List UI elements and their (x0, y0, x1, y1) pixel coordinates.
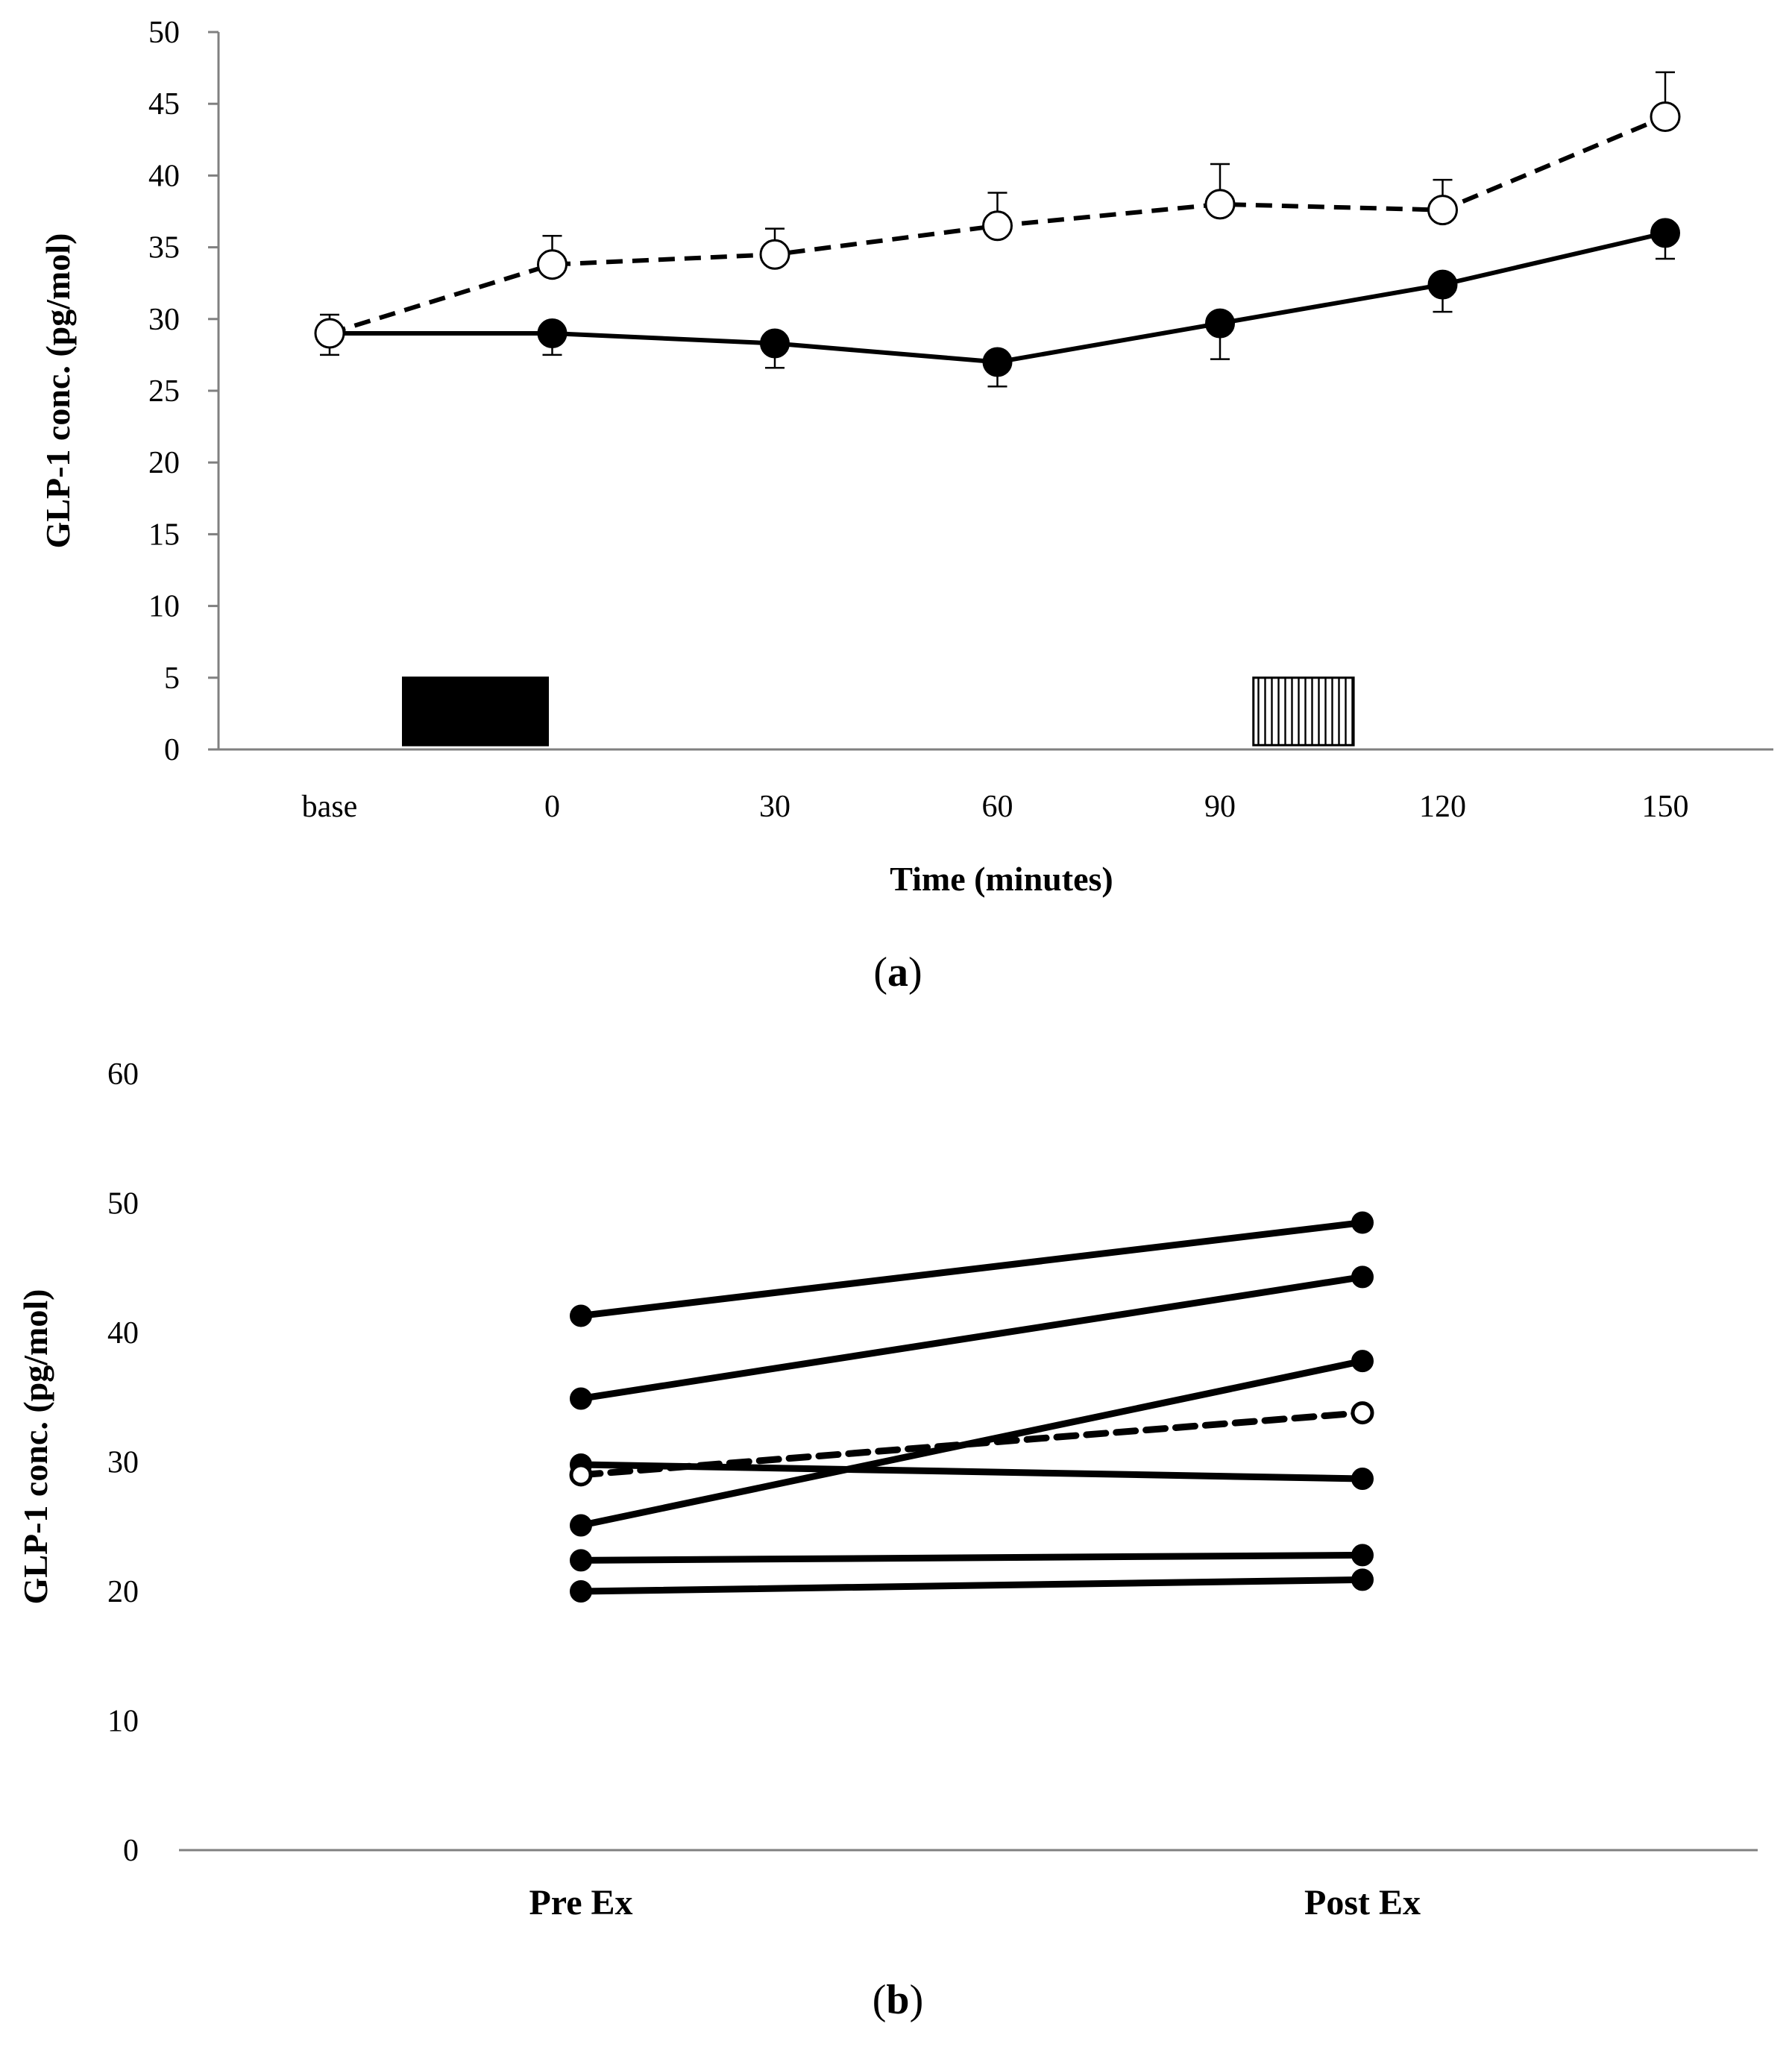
chart-b-point-filled (1351, 1568, 1374, 1591)
chart-a-point-open (982, 210, 1013, 242)
chart-a-y-axis: 0 5 10 15 20 25 30 35 40 45 50 (148, 16, 219, 767)
chart-b-y-tick-label: 40 (107, 1316, 139, 1350)
chart-a-point-filled (1650, 218, 1680, 248)
chart-b-point-open (569, 1463, 593, 1487)
chart-a-y-tick-label: 15 (148, 518, 180, 552)
chart-b-participant-line (577, 1551, 1366, 1564)
chart-b-y-tick-label: 60 (107, 1057, 139, 1092)
chart-a-hatched-bar (1252, 676, 1355, 746)
chart-a-y-axis-title: GLP-1 conc. (pg/mol) (39, 233, 77, 549)
chart-a-point-open (1427, 195, 1458, 226)
chart-a-y-tick-label: 5 (164, 661, 180, 696)
chart-b-x-tick-label: Post Ex (1304, 1883, 1421, 1922)
chart-b-panel-label: (b) (873, 1977, 923, 2023)
chart-b-y-tick-label: 30 (107, 1446, 139, 1480)
chart-a-series-line-solid (330, 230, 1666, 365)
chart-b-point-filled (570, 1304, 592, 1327)
chart-b-point-filled (570, 1549, 592, 1572)
chart-a-point-open (1204, 189, 1236, 220)
chart-a-x-tick-label: 150 (1642, 790, 1689, 824)
chart-a-x-axis: base 0 30 60 90 120 150 (302, 790, 1689, 824)
chart-b-participant-line (577, 1273, 1366, 1402)
chart-b-point-filled (570, 1387, 592, 1410)
chart-b-x-axis: Pre Ex Post Ex (529, 1883, 1421, 1922)
chart-b-y-axis: 0 10 20 30 40 50 60 (107, 1057, 139, 1868)
chart-b-point-filled (1351, 1211, 1374, 1234)
chart-a-point-open (759, 239, 790, 270)
chart-a-point-filled (1427, 269, 1458, 300)
chart-b-participant-line (577, 1576, 1366, 1595)
chart-a-y-tick-label: 25 (148, 374, 180, 409)
chart-a-point-filled (760, 328, 790, 359)
chart-a-x-tick-label: base (302, 790, 358, 824)
chart-a-y-tick-label: 35 (148, 231, 180, 265)
chart-a: 0 5 10 15 20 25 30 35 40 45 50 base 0 30 60 90 120 150 G… (39, 16, 1773, 996)
chart-b-lines (577, 1219, 1366, 1595)
chart-b-points (569, 1211, 1374, 1603)
chart-b-point-filled (1351, 1468, 1374, 1491)
chart-b: 0 10 20 30 40 50 60 Pre Ex Post Ex GLP-1 conc. … (16, 1057, 1758, 2023)
chart-a-panel-label: (a) (873, 949, 922, 996)
chart-a-y-tick-label: 50 (148, 16, 180, 50)
chart-b-point-filled (1351, 1265, 1374, 1289)
chart-b-point-filled (1351, 1350, 1374, 1373)
chart-a-y-tick-label: 20 (148, 446, 180, 480)
chart-b-y-tick-label: 50 (107, 1187, 139, 1221)
chart-b-y-tick-label: 0 (123, 1834, 139, 1868)
chart-a-y-tick-label: 30 (148, 303, 180, 337)
chart-a-x-tick-label: 120 (1419, 790, 1466, 824)
chart-a-y-tick-label: 0 (164, 733, 180, 767)
chart-a-annotations (402, 676, 1355, 746)
chart-a-point-open (314, 318, 345, 349)
chart-b-point-open (1351, 1401, 1374, 1425)
chart-a-point-open (1650, 101, 1681, 133)
chart-a-point-open (537, 249, 568, 280)
chart-b-point-filled (570, 1514, 592, 1537)
chart-a-y-tick-label: 10 (148, 590, 180, 624)
chart-a-x-tick-label: 90 (1204, 790, 1236, 824)
chart-b-x-tick-label: Pre Ex (529, 1883, 632, 1922)
chart-b-point-filled (1351, 1544, 1374, 1567)
chart-b-y-tick-label: 10 (107, 1705, 139, 1739)
chart-b-mean-line (577, 1409, 1366, 1479)
chart-b-point-filled (570, 1580, 592, 1603)
chart-a-x-axis-title: Time (minutes) (890, 860, 1113, 898)
chart-b-participant-line (577, 1219, 1366, 1319)
chart-a-points (314, 101, 1681, 377)
chart-a-y-tick-label: 40 (148, 159, 180, 193)
chart-a-solid-bar (402, 676, 550, 746)
chart-a-point-filled (1205, 308, 1235, 339)
chart-a-x-tick-label: 60 (982, 790, 1013, 824)
chart-a-y-tick-label: 45 (148, 87, 180, 122)
chart-b-y-axis-title: GLP-1 conc. (pg/mol) (16, 1289, 54, 1605)
chart-a-point-filled (982, 347, 1013, 377)
chart-a-point-filled (537, 318, 568, 349)
chart-a-x-tick-label: 0 (544, 790, 560, 824)
chart-a-x-tick-label: 30 (759, 790, 790, 824)
chart-b-y-tick-label: 20 (107, 1575, 139, 1609)
